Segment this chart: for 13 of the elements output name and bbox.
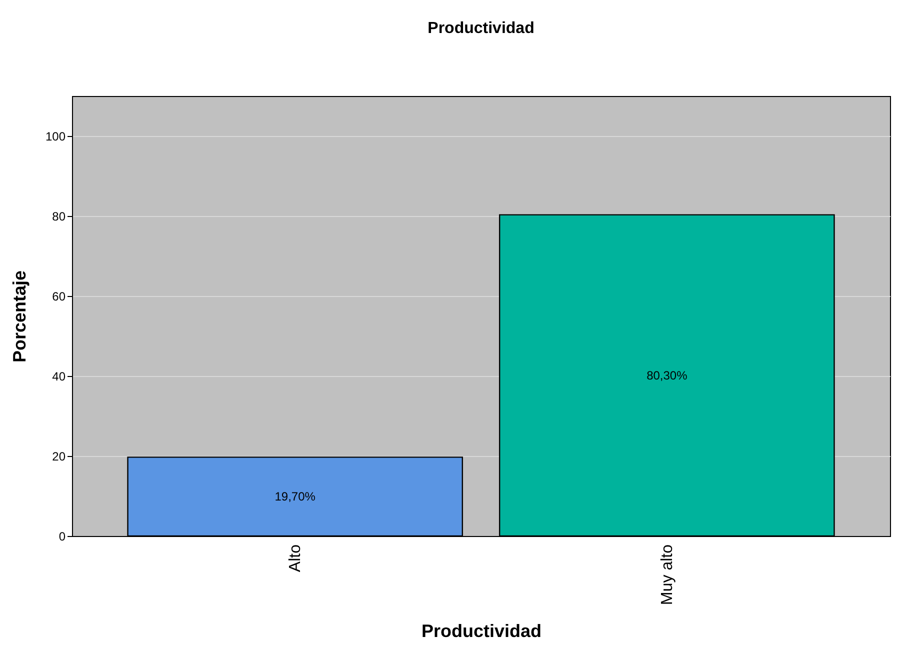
data-label: 19,70% <box>274 490 316 504</box>
y-tick-label: 0 <box>58 530 66 544</box>
y-tick-label: 40 <box>52 370 66 384</box>
y-tick-label: 60 <box>52 290 66 304</box>
data-label: 80,30% <box>646 368 688 382</box>
x-axis-title: Productividad <box>421 620 542 641</box>
x-tick-label: Muy alto <box>658 544 676 605</box>
y-tick-label: 100 <box>45 130 66 144</box>
x-tick-label: Alto <box>287 544 304 572</box>
y-axis-title: Porcentaje <box>9 270 30 363</box>
y-tick-label: 80 <box>52 210 66 224</box>
chart-title: Productividad <box>428 20 534 37</box>
y-tick-label: 20 <box>52 450 66 464</box>
